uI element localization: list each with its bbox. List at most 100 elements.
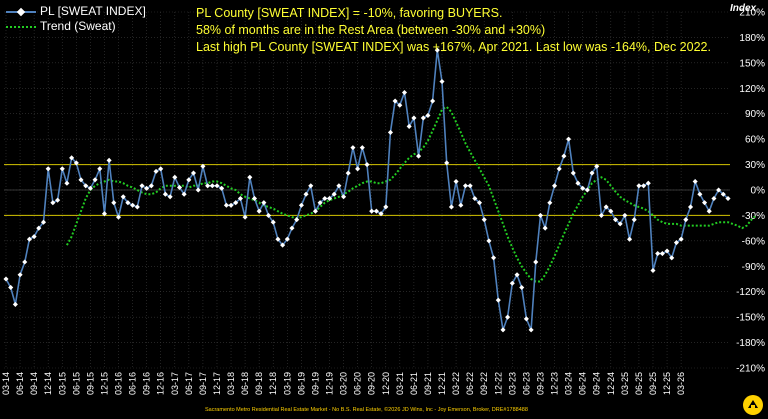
data-point	[200, 163, 206, 169]
x-tick-label: 09-25	[648, 372, 658, 395]
data-point	[725, 195, 731, 202]
data-point	[401, 89, 408, 96]
data-point	[223, 202, 229, 208]
x-tick-label: 06-17	[184, 372, 194, 395]
data-point	[462, 183, 469, 189]
y-tick-label: 30%	[745, 160, 765, 171]
data-point	[205, 183, 211, 189]
data-point	[331, 191, 337, 197]
x-axis-ticks: 03-14 06-14 09-14 12-14 03-15 06-15 09-15 12-15…	[1, 372, 686, 395]
data-point	[219, 185, 225, 191]
x-tick-label: 06-14	[15, 372, 25, 395]
y-tick-label: 0%	[751, 186, 766, 197]
data-point	[481, 217, 487, 223]
data-point	[120, 194, 126, 200]
data-point	[125, 200, 131, 206]
x-tick-label: 03-17	[170, 372, 180, 395]
data-point	[195, 187, 201, 193]
data-point	[190, 170, 197, 176]
data-point	[533, 259, 539, 265]
data-point	[523, 316, 529, 322]
data-point	[702, 200, 708, 206]
x-tick-label: 12-17	[212, 372, 222, 395]
x-tick-label: 12-18	[268, 372, 278, 395]
data-point	[406, 123, 412, 129]
x-tick-label: 06-18	[240, 372, 250, 395]
x-tick-label: 12-16	[156, 372, 166, 395]
x-tick-label: 03-26	[676, 372, 686, 395]
data-point	[561, 153, 567, 159]
x-tick-label: 12-24	[606, 372, 616, 395]
data-point	[476, 200, 483, 206]
data-point	[130, 202, 136, 208]
data-point	[505, 314, 511, 320]
legend-label-trend: Trend (Sweat)	[40, 19, 116, 33]
legend-item-trend: Trend (Sweat)	[6, 19, 146, 34]
legend-item-sweat-index: PL [SWEAT INDEX]	[6, 4, 146, 19]
data-point	[97, 166, 103, 172]
data-point	[439, 78, 445, 85]
data-point	[251, 195, 258, 202]
brand-logo-icon	[743, 395, 763, 415]
x-tick-label: 09-17	[198, 372, 208, 395]
x-tick-label: 09-21	[423, 372, 433, 395]
data-point	[303, 191, 309, 197]
data-point	[158, 166, 164, 172]
legend-line-icon	[6, 7, 36, 16]
data-point	[73, 160, 79, 166]
data-point	[542, 225, 548, 231]
data-point	[495, 297, 501, 303]
y-axis-label: Index	[730, 3, 757, 14]
data-point	[444, 160, 450, 166]
data-point	[683, 217, 689, 223]
data-point	[472, 195, 478, 202]
x-tick-label: 03-19	[282, 372, 292, 395]
data-point	[294, 217, 300, 223]
data-point	[416, 153, 422, 159]
data-point	[547, 200, 553, 206]
data-point	[275, 236, 281, 242]
data-point	[115, 214, 122, 220]
data-point	[167, 194, 173, 200]
data-point	[645, 180, 651, 186]
annotation-line-3: Last high PL County [SWEAT INDEX] was +1…	[196, 40, 711, 54]
x-tick-label: 12-22	[493, 372, 503, 395]
x-tick-label: 12-20	[381, 372, 391, 395]
data-point	[261, 200, 267, 206]
data-point	[467, 183, 473, 189]
data-point	[669, 255, 675, 261]
chart-annotation: PL County [SWEAT INDEX] = -10%, favoring…	[196, 5, 711, 56]
trend-line	[66, 105, 757, 283]
data-point	[101, 211, 107, 217]
annotation-line-2: 58% of months are in the Rest Area (betw…	[196, 23, 546, 37]
x-tick-label: 03-14	[1, 372, 11, 395]
data-point	[631, 217, 637, 223]
data-point	[608, 208, 614, 214]
data-point	[491, 255, 497, 261]
x-tick-label: 09-22	[479, 372, 489, 395]
data-point	[500, 327, 506, 333]
legend-label-sweat-index: PL [SWEAT INDEX]	[40, 4, 146, 18]
data-point	[172, 174, 178, 180]
y-tick-label: 180%	[739, 33, 765, 44]
trend-series	[66, 105, 757, 283]
data-point	[636, 183, 642, 189]
data-point	[453, 178, 459, 185]
footer-credit: Sacramento Metro Residential Real Estate…	[205, 407, 528, 413]
x-tick-label: 03-18	[226, 372, 236, 395]
x-tick-label: 09-18	[254, 372, 264, 395]
data-point	[692, 178, 698, 185]
data-point	[153, 168, 159, 174]
data-point	[617, 221, 623, 227]
legend: PL [SWEAT INDEX] Trend (Sweat)	[6, 4, 146, 34]
data-point	[176, 184, 183, 190]
y-tick-label: -30%	[742, 211, 765, 222]
y-tick-label: 120%	[739, 84, 765, 95]
data-point	[59, 166, 65, 172]
x-tick-label: 03-24	[564, 372, 574, 395]
data-point	[228, 202, 234, 208]
data-point	[139, 183, 145, 189]
data-point	[186, 177, 192, 183]
x-tick-label: 03-22	[451, 372, 461, 395]
data-point	[83, 183, 89, 189]
